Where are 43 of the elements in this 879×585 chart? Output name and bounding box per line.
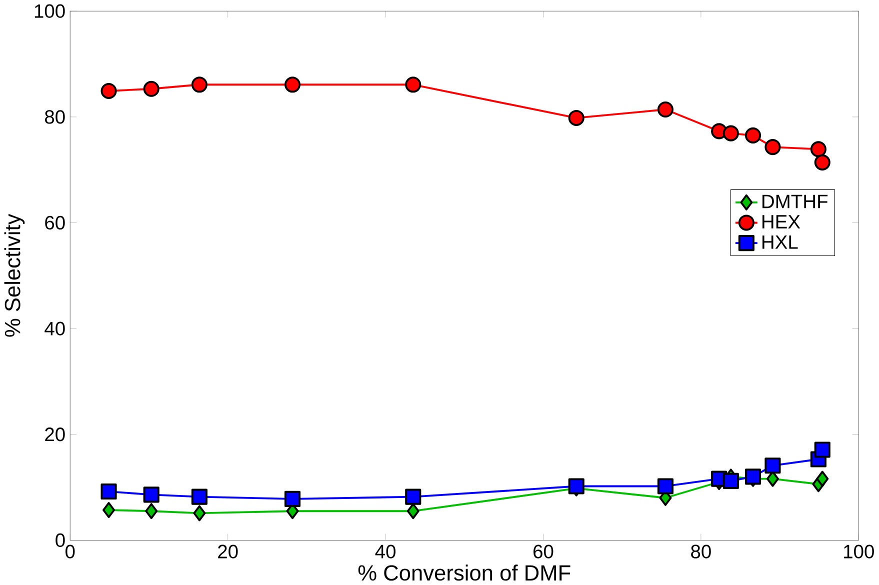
legend-label: DMTHF	[762, 194, 828, 208]
point	[143, 80, 160, 97]
point	[405, 488, 422, 505]
point	[406, 503, 420, 520]
point	[193, 505, 206, 522]
point	[191, 488, 208, 505]
point	[102, 502, 116, 518]
point	[814, 154, 830, 170]
point	[816, 470, 829, 487]
point	[100, 484, 117, 500]
x-axis-title: % Conversion of DMF	[358, 564, 570, 581]
point	[100, 82, 117, 100]
y-tick-label: 60	[45, 216, 65, 230]
point	[405, 76, 422, 93]
point	[145, 503, 158, 520]
point	[191, 76, 208, 93]
y-tick-label: 40	[44, 322, 65, 336]
x-tick-label: 80	[691, 544, 711, 558]
point	[722, 125, 739, 142]
point	[764, 139, 781, 156]
point	[810, 141, 826, 158]
x-tick-label: 60	[534, 544, 554, 558]
point	[284, 490, 301, 507]
point	[657, 478, 674, 494]
legend-label: HXL	[762, 235, 798, 249]
point	[568, 110, 584, 126]
y-tick-label: 80	[45, 110, 65, 124]
legend-label: HEX	[762, 215, 800, 228]
point	[143, 486, 160, 503]
x-tick-label: 0	[66, 544, 75, 558]
point	[657, 102, 674, 118]
x-tick-label: 40	[375, 544, 396, 558]
y-tick-label: 100	[34, 4, 65, 18]
point	[764, 458, 781, 474]
point	[814, 442, 830, 458]
point	[722, 472, 739, 489]
point	[744, 127, 762, 144]
y-axis-title: % Selectivity	[4, 214, 25, 337]
x-tick-label: 20	[218, 544, 238, 558]
x-tick-label: 100	[844, 544, 874, 558]
point	[284, 76, 301, 93]
y-tick-label: 20	[45, 428, 65, 442]
y-tick-label: 0	[56, 533, 65, 548]
